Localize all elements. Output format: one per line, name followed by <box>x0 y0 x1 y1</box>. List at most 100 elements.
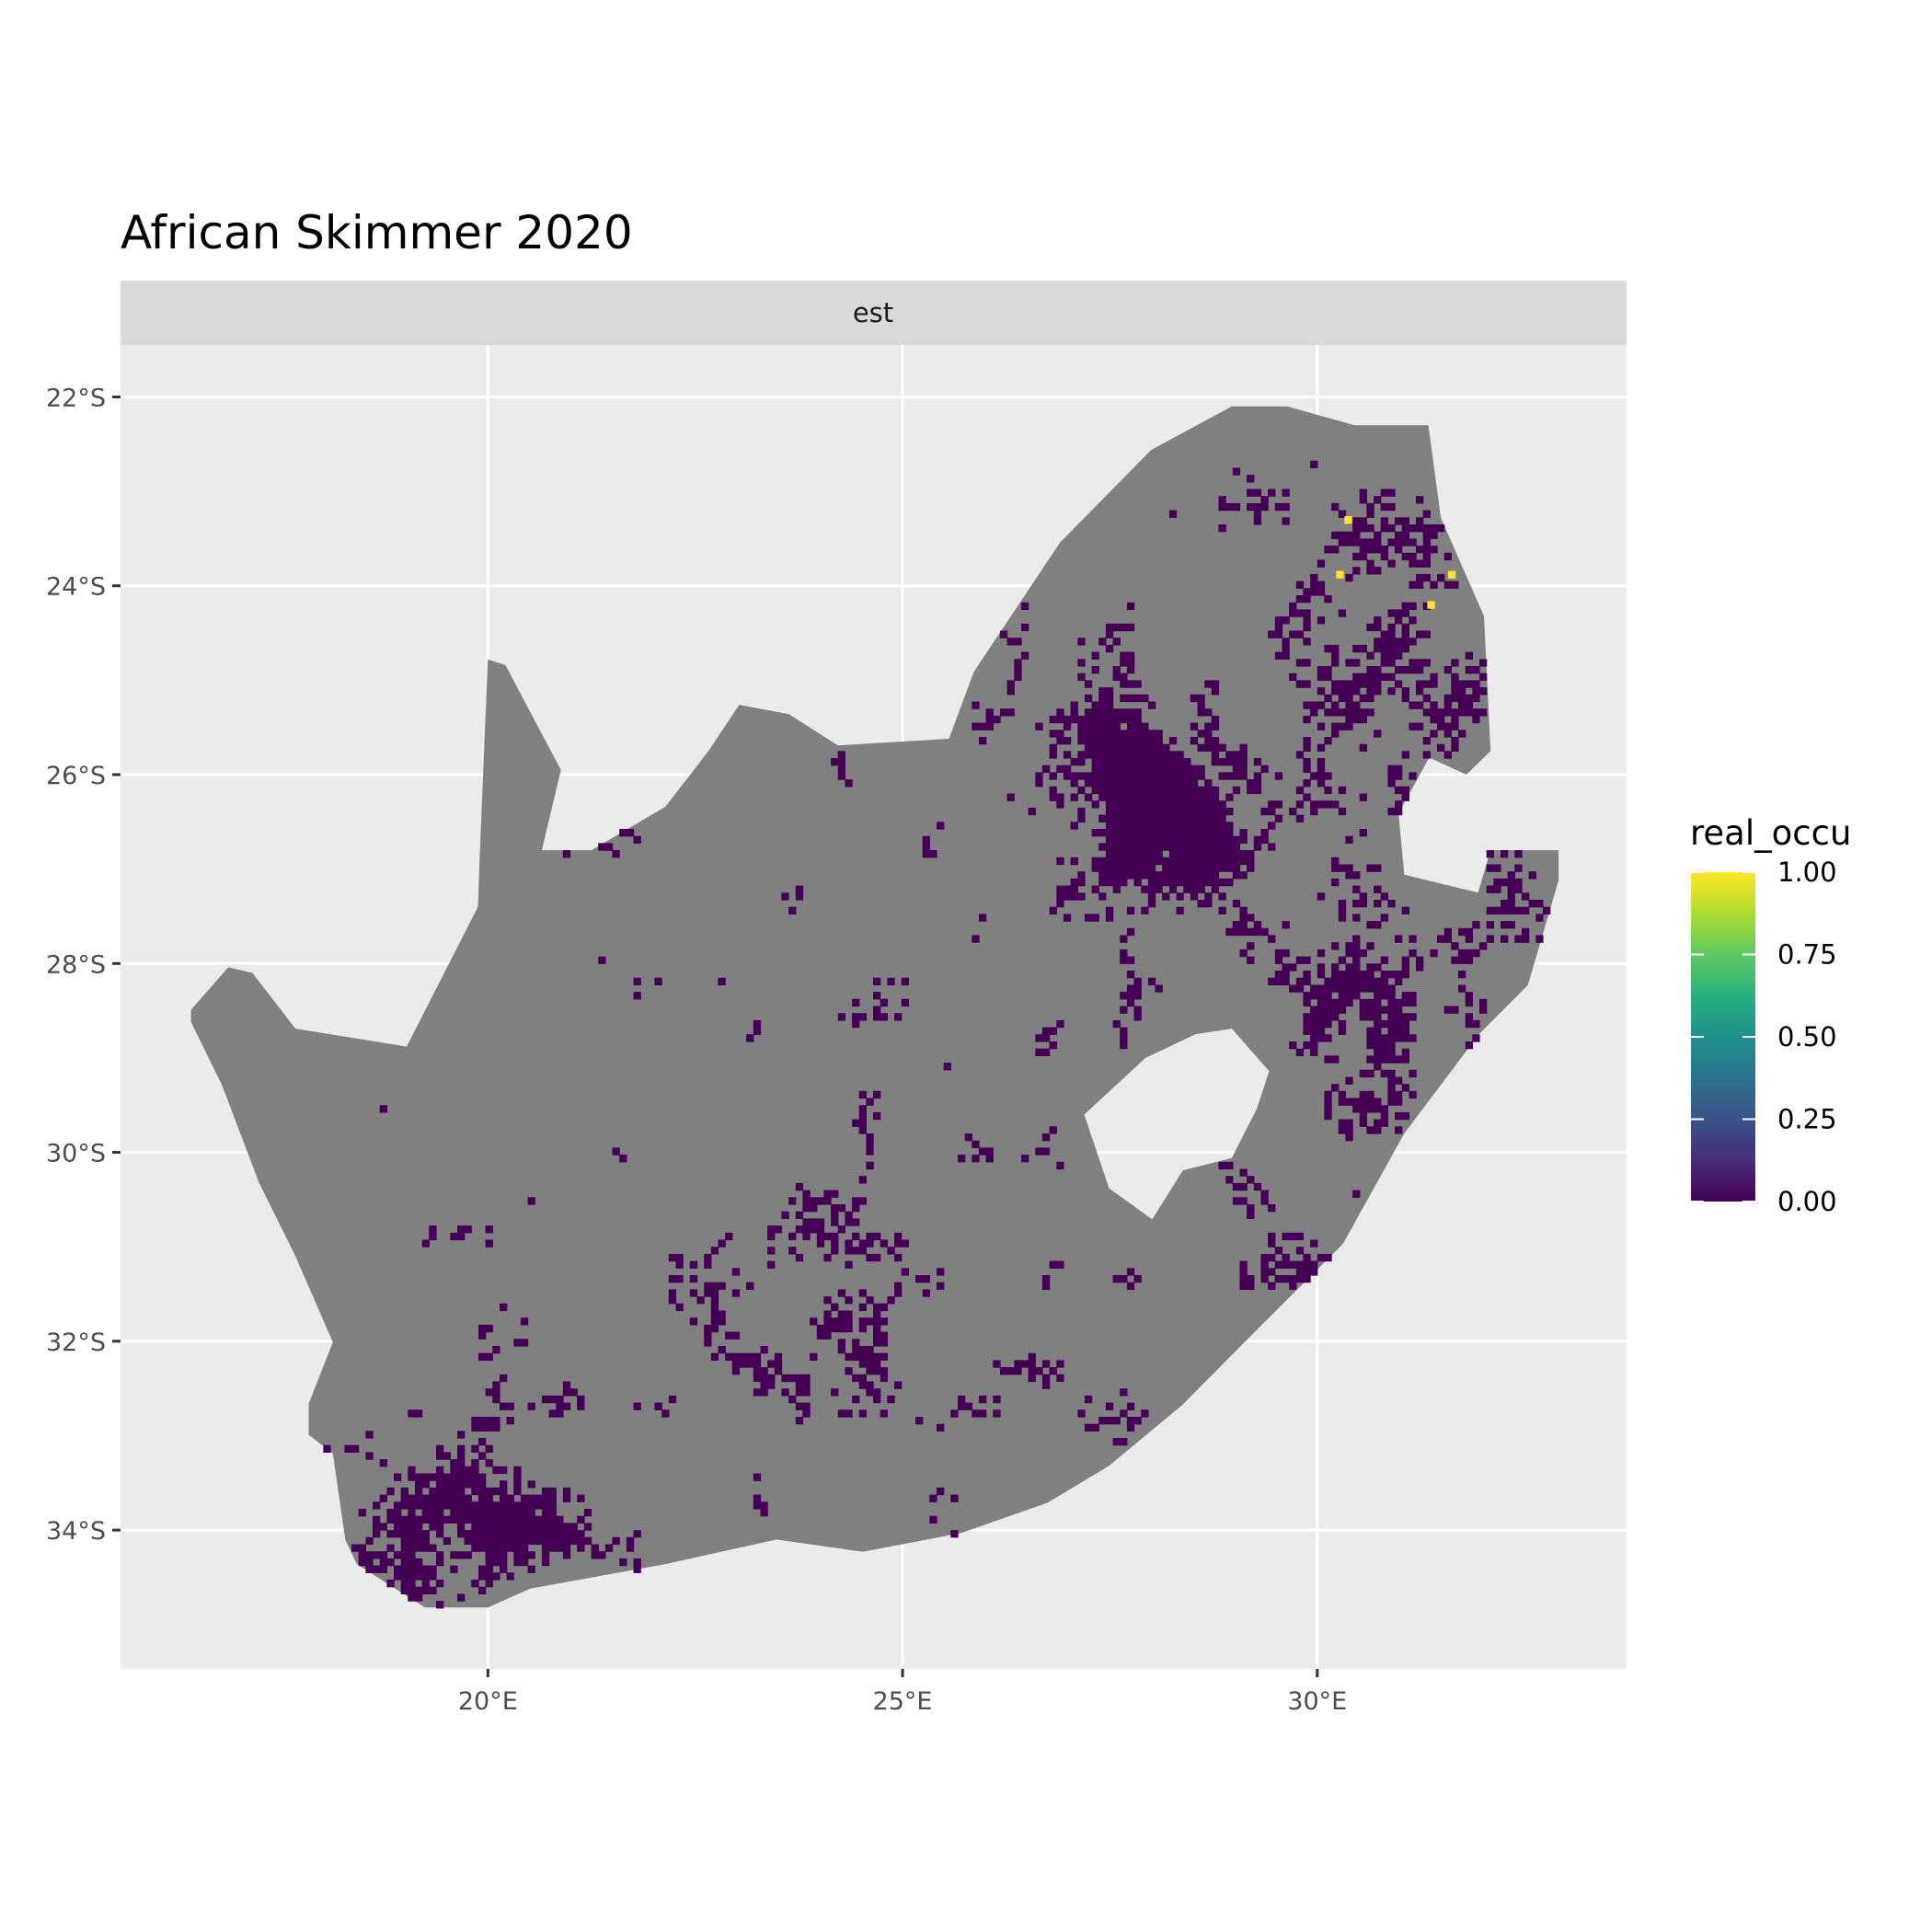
occupancy-cell <box>731 1331 741 1340</box>
occupancy-cell <box>1168 857 1178 866</box>
occupancy-cell <box>1176 772 1184 780</box>
occupancy-cell <box>421 1530 430 1538</box>
occupancy-cell <box>492 1509 500 1517</box>
occupancy-cell <box>1141 694 1149 703</box>
occupancy-cell <box>1070 878 1078 887</box>
occupancy-cell <box>1183 758 1191 766</box>
occupancy-cell <box>1416 559 1424 568</box>
occupancy-cell <box>1303 1275 1311 1283</box>
occupancy-cell <box>1120 800 1128 809</box>
occupancy-cell <box>1317 1019 1326 1029</box>
occupancy-cell <box>1105 743 1114 752</box>
occupancy-cell <box>1324 1253 1332 1262</box>
occupancy-cell <box>464 1551 472 1559</box>
occupancy-cell <box>958 1155 966 1163</box>
occupancy-cell <box>760 1346 768 1354</box>
occupancy-cell <box>1324 1090 1332 1099</box>
occupancy-cell <box>1317 701 1326 709</box>
occupancy-cell <box>1155 984 1163 993</box>
occupancy-cell <box>1422 524 1431 533</box>
occupancy-cell <box>1084 722 1093 730</box>
occupancy-cell <box>887 1247 895 1255</box>
occupancy-cell <box>1105 906 1114 914</box>
occupancy-cell <box>1155 871 1163 880</box>
occupancy-cell <box>1120 772 1128 780</box>
occupancy-cell <box>689 1289 698 1297</box>
occupancy-cell <box>1070 772 1078 780</box>
occupancy-cell <box>1147 772 1156 780</box>
occupancy-cell <box>1126 758 1135 766</box>
occupancy-cell <box>478 1438 487 1446</box>
occupancy-cell <box>421 1480 430 1489</box>
occupancy-cell <box>583 1509 592 1517</box>
occupancy-cell <box>520 1494 529 1502</box>
occupancy-cell <box>1162 765 1170 773</box>
occupancy-cell <box>492 1572 500 1581</box>
occupancy-cell <box>1352 1105 1361 1113</box>
occupancy-cell <box>513 1515 522 1524</box>
occupancy-cell <box>535 1536 543 1546</box>
occupancy-cell <box>774 1225 783 1234</box>
occupancy-cell <box>1232 927 1241 937</box>
occupancy-cell <box>400 1551 408 1559</box>
occupancy-cell <box>1218 807 1226 816</box>
occupancy-cell <box>1324 1098 1332 1106</box>
occupancy-cell <box>922 850 930 858</box>
occupancy-cell <box>1374 885 1382 893</box>
occupancy-cell <box>1303 977 1311 985</box>
occupancy-cell <box>1430 715 1438 724</box>
occupancy-cell <box>1218 906 1226 914</box>
occupancy-cell <box>1070 822 1078 830</box>
occupancy-cell <box>1141 850 1149 858</box>
occupancy-cell <box>1141 814 1149 822</box>
occupancy-cell <box>415 1473 423 1481</box>
occupancy-cell <box>1239 743 1248 752</box>
occupancy-cell <box>562 1381 571 1389</box>
occupancy-cell <box>1056 800 1064 809</box>
occupancy-cell <box>1247 1275 1255 1283</box>
occupancy-cell <box>1183 800 1191 809</box>
occupancy-cell <box>1359 644 1367 653</box>
occupancy-cell <box>668 1275 677 1283</box>
occupancy-cell <box>1387 644 1396 653</box>
occupancy-cell <box>979 722 987 730</box>
occupancy-cell <box>1120 793 1128 801</box>
occupancy-cell <box>1289 807 1297 816</box>
occupancy-cell <box>831 758 839 766</box>
occupancy-cell <box>1232 864 1241 872</box>
occupancy-cell <box>1366 921 1374 929</box>
occupancy-cell <box>1422 659 1431 667</box>
occupancy-cell <box>1374 998 1382 1007</box>
occupancy-cell <box>1091 758 1099 766</box>
occupancy-cell <box>1183 793 1191 801</box>
occupancy-cell <box>400 1572 408 1581</box>
occupancy-cell <box>562 1388 571 1397</box>
occupancy-cell <box>1409 1069 1417 1078</box>
occupancy-cell <box>1253 843 1262 851</box>
occupancy-cell <box>1395 786 1403 795</box>
occupancy-cell <box>760 1381 768 1389</box>
occupancy-cell <box>535 1501 543 1510</box>
occupancy-cell <box>1380 1019 1388 1029</box>
occupancy-cell <box>1176 793 1184 801</box>
occupancy-cell <box>1295 800 1305 809</box>
occupancy-cell <box>1204 892 1213 901</box>
occupancy-cell <box>1028 807 1036 816</box>
occupancy-cell <box>1317 687 1326 696</box>
occupancy-cell <box>598 843 606 851</box>
occupancy-cell <box>1380 517 1388 525</box>
occupancy-cell <box>1374 1048 1382 1056</box>
occupancy-cell <box>1303 680 1311 688</box>
occupancy-cell <box>1077 659 1086 667</box>
occupancy-cell <box>1507 906 1515 914</box>
occupancy-cell <box>1225 864 1234 872</box>
occupancy-cell <box>1501 900 1509 908</box>
occupancy-cell <box>823 1253 832 1262</box>
occupancy-cell <box>873 1352 881 1361</box>
occupancy-cell <box>421 1239 430 1248</box>
occupancy-cell <box>1374 900 1382 908</box>
occupancy-cell <box>1345 871 1353 880</box>
occupancy-cell <box>633 1558 641 1567</box>
occupancy-cell <box>1430 673 1438 681</box>
occupancy-cell <box>1387 984 1396 993</box>
